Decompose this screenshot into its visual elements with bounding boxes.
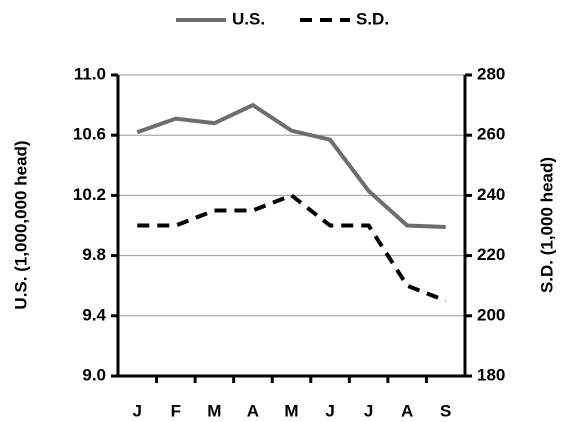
y-tick-label: 9.0 — [82, 365, 106, 384]
x-tick-label: F — [171, 401, 181, 420]
x-tick-label: A — [401, 401, 413, 420]
x-tick-label: M — [207, 401, 221, 420]
y2-tick-label: 280 — [477, 64, 505, 83]
x-tick-label: J — [325, 401, 334, 420]
y2-axis-title: S.D. (1,000 head) — [537, 157, 556, 293]
y-axis-title: U.S. (1,000,000 head) — [11, 140, 30, 309]
x-tick-label: M — [284, 401, 298, 420]
y2-tick-label: 240 — [477, 185, 505, 204]
y-tick-label: 9.8 — [82, 245, 106, 264]
series-line — [137, 193, 447, 303]
y2-tick-label: 260 — [477, 125, 505, 144]
legend-label: U.S. — [232, 9, 265, 28]
y2-tick-label: 200 — [477, 305, 505, 324]
y2-tick-label: 220 — [477, 245, 505, 264]
y-tick-label: 11.0 — [74, 64, 106, 83]
x-tick-label: A — [247, 401, 259, 420]
series-line — [136, 102, 446, 230]
y-tick-label: 9.4 — [82, 305, 106, 324]
x-tick-label: J — [364, 401, 373, 420]
y-tick-label: 10.6 — [73, 125, 106, 144]
y-tick-label: 10.2 — [73, 185, 106, 204]
x-tick-label: J — [133, 401, 142, 420]
y2-tick-label: 180 — [477, 365, 505, 384]
x-tick-label: S — [440, 401, 451, 420]
legend-label: S.D. — [356, 9, 389, 28]
